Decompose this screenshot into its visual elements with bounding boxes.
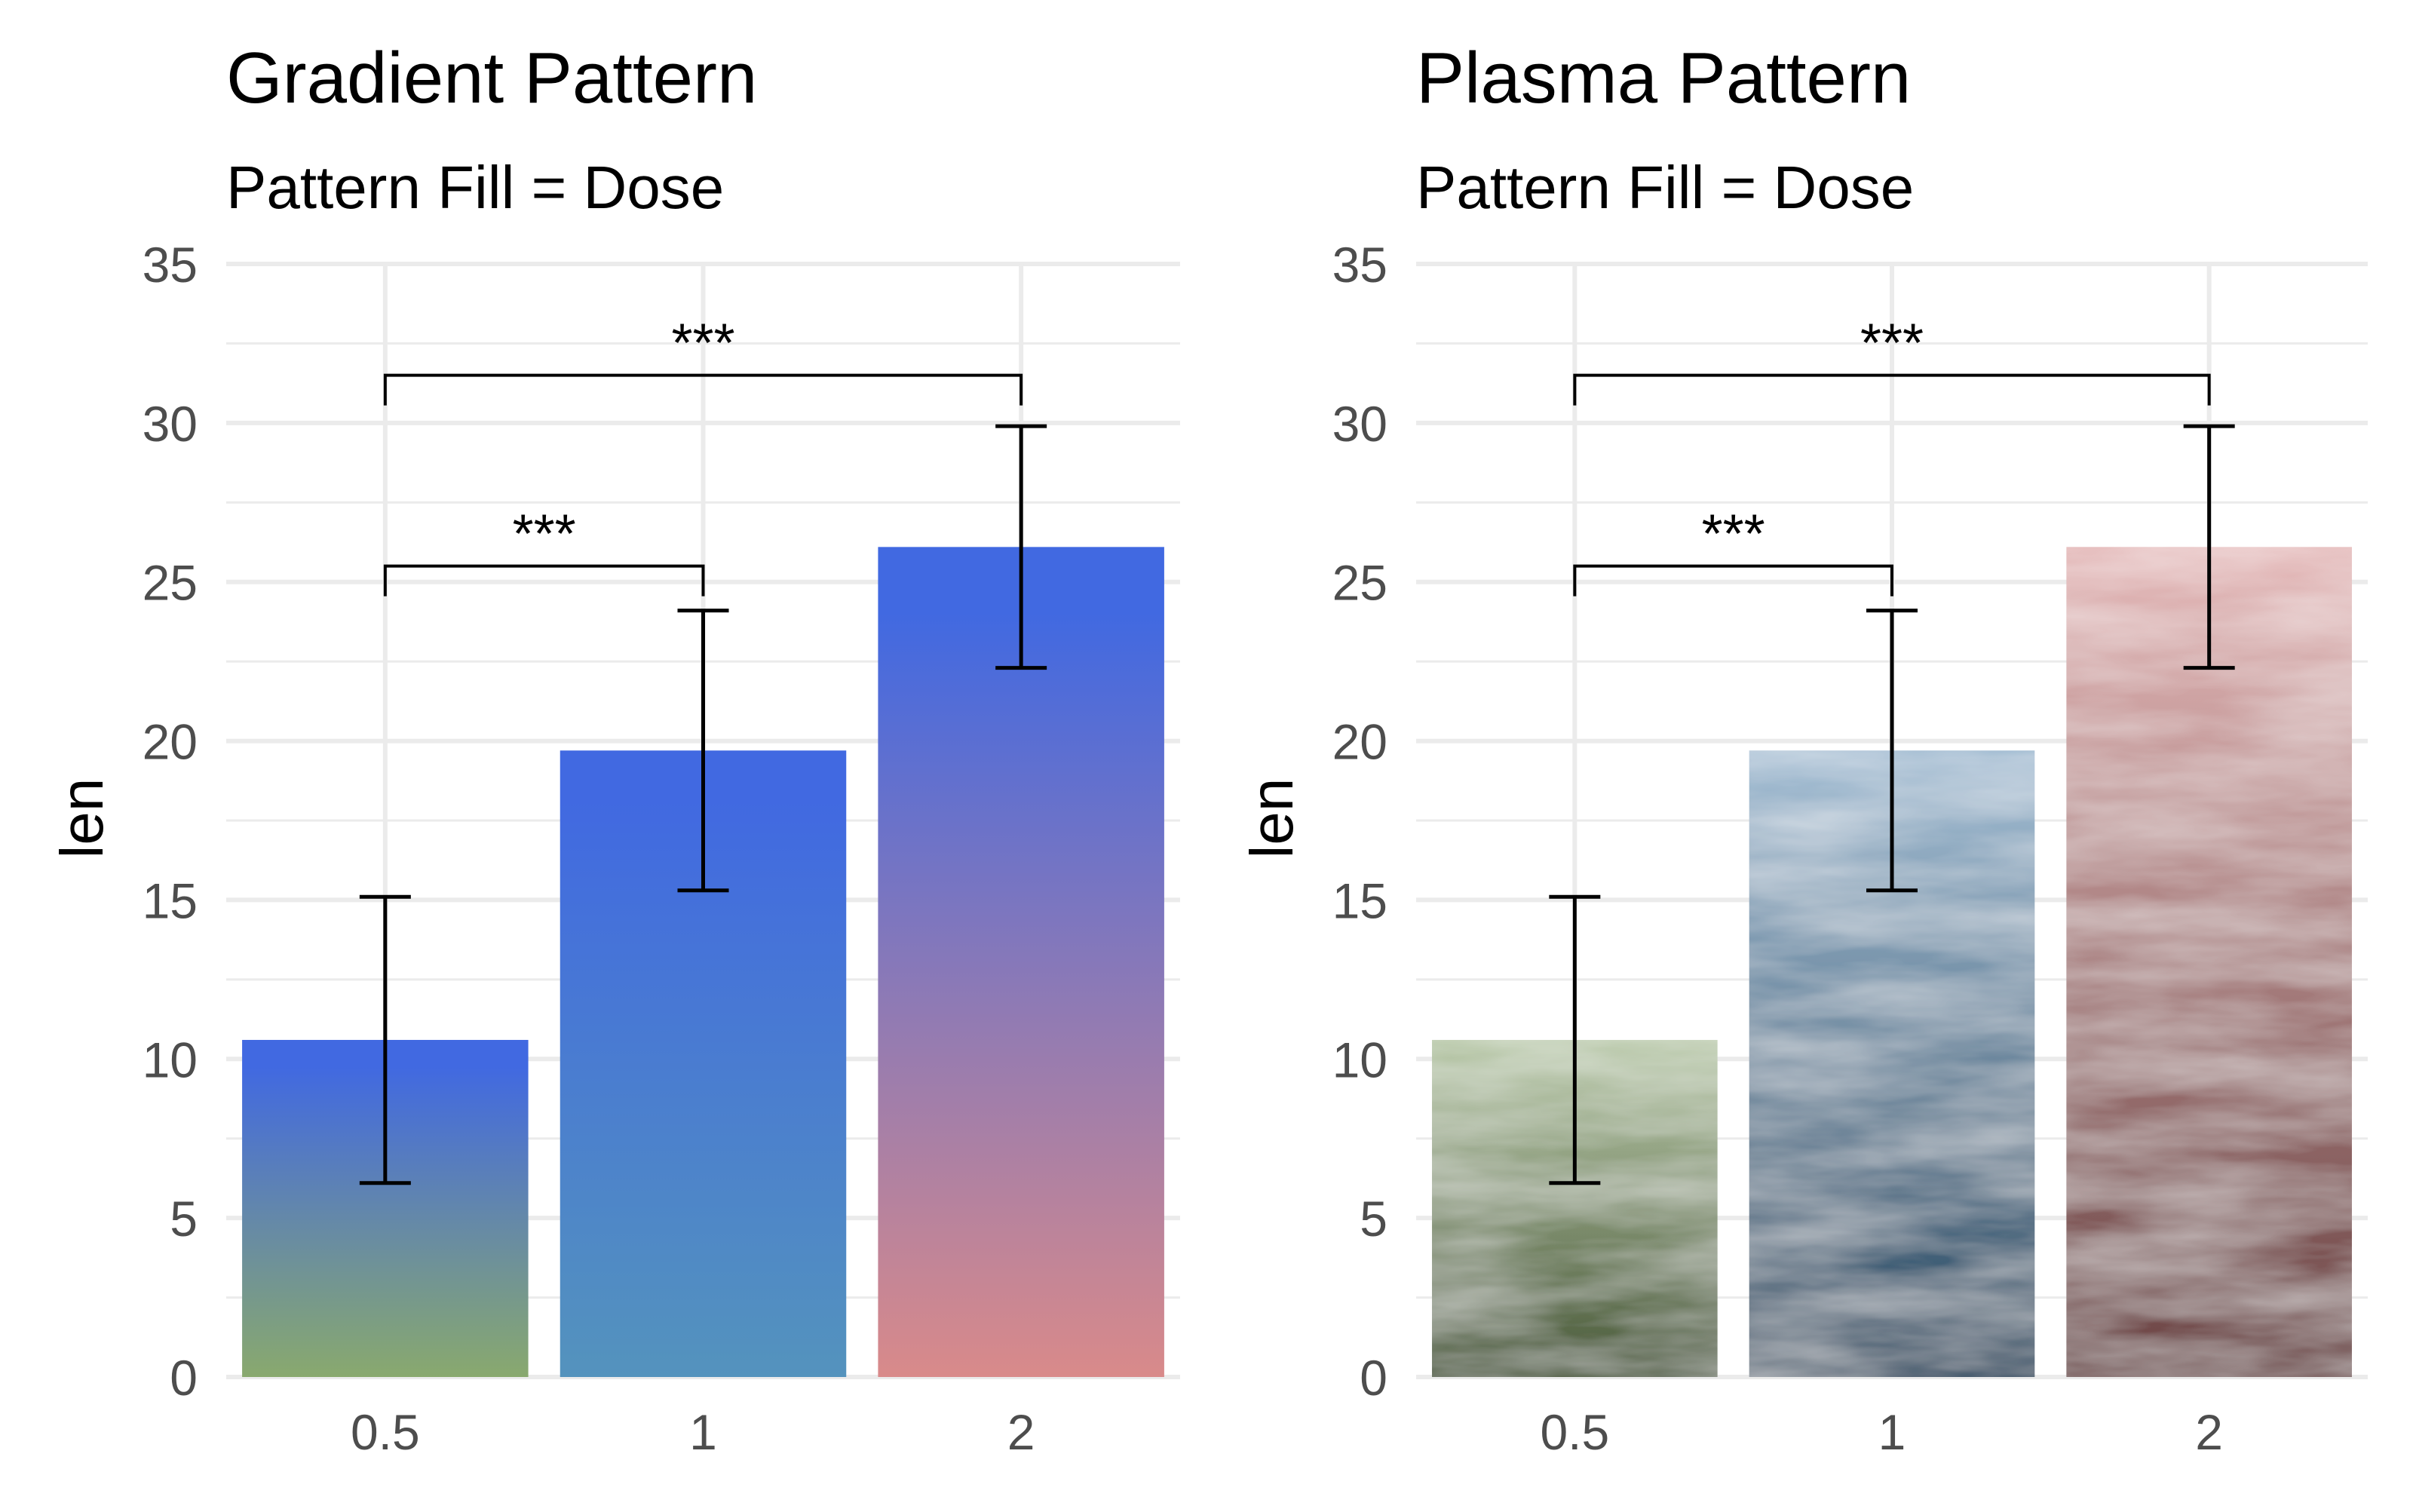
significance-annotations: *** *** (1573, 314, 2211, 597)
x-axis-ticks: 0.5 1 2 (351, 1404, 1035, 1460)
y-axis-ticks: 0 5 10 15 20 25 30 35 (143, 237, 198, 1406)
y-axis-ticks: 0 5 10 15 20 25 30 35 (1332, 237, 1387, 1406)
x-axis-ticks: 0.5 1 2 (1540, 1404, 2223, 1460)
bar-2 (878, 547, 1164, 1378)
bars (242, 547, 1164, 1378)
y-tick-label: 30 (1332, 396, 1387, 452)
y-tick-label: 25 (1332, 555, 1387, 611)
chart-panel-gradient: Gradient Pattern Pattern Fill = Dose len… (48, 38, 1180, 1460)
chart-panel-plasma: Plasma Pattern Pattern Fill = Dose len 0… (1238, 38, 2368, 1460)
chart-subtitle: Pattern Fill = Dose (226, 154, 724, 221)
x-tick-label: 0.5 (1540, 1404, 1609, 1460)
significance-label: *** (1702, 505, 1765, 565)
y-tick-label: 10 (143, 1032, 198, 1087)
significance-bracket (383, 564, 705, 597)
x-tick-label: 1 (1878, 1404, 1906, 1460)
bar-2 (2066, 547, 2352, 1378)
y-tick-label: 30 (143, 396, 198, 452)
error-bars (359, 424, 1047, 1185)
significance-annotations: *** *** (383, 314, 1023, 597)
significance-bracket (1573, 373, 2211, 406)
y-tick-label: 0 (170, 1350, 198, 1406)
y-tick-label: 0 (1360, 1350, 1387, 1406)
y-tick-label: 35 (143, 237, 198, 293)
x-tick-label: 2 (1007, 1404, 1035, 1460)
y-tick-label: 25 (143, 555, 198, 611)
y-tick-label: 20 (143, 714, 198, 770)
x-tick-label: 1 (689, 1404, 717, 1460)
y-tick-label: 15 (143, 873, 198, 928)
error-bars (1549, 424, 2235, 1185)
y-axis-label: len (1238, 778, 1305, 859)
chart-title: Plasma Pattern (1416, 38, 1911, 118)
x-tick-label: 2 (2195, 1404, 2223, 1460)
y-tick-label: 35 (1332, 237, 1387, 293)
x-tick-label: 0.5 (351, 1404, 420, 1460)
significance-label: *** (1860, 314, 1924, 374)
y-tick-label: 10 (1332, 1032, 1387, 1087)
significance-bracket (1573, 564, 1893, 597)
significance-label: *** (671, 314, 734, 374)
y-tick-label: 5 (170, 1191, 198, 1247)
y-tick-label: 15 (1332, 873, 1387, 928)
y-tick-label: 20 (1332, 714, 1387, 770)
chart-subtitle: Pattern Fill = Dose (1416, 154, 1914, 221)
y-tick-label: 5 (1360, 1191, 1387, 1247)
y-axis-label: len (48, 778, 115, 859)
significance-bracket (383, 373, 1023, 406)
significance-label: *** (513, 505, 576, 565)
chart-title: Gradient Pattern (226, 38, 757, 118)
